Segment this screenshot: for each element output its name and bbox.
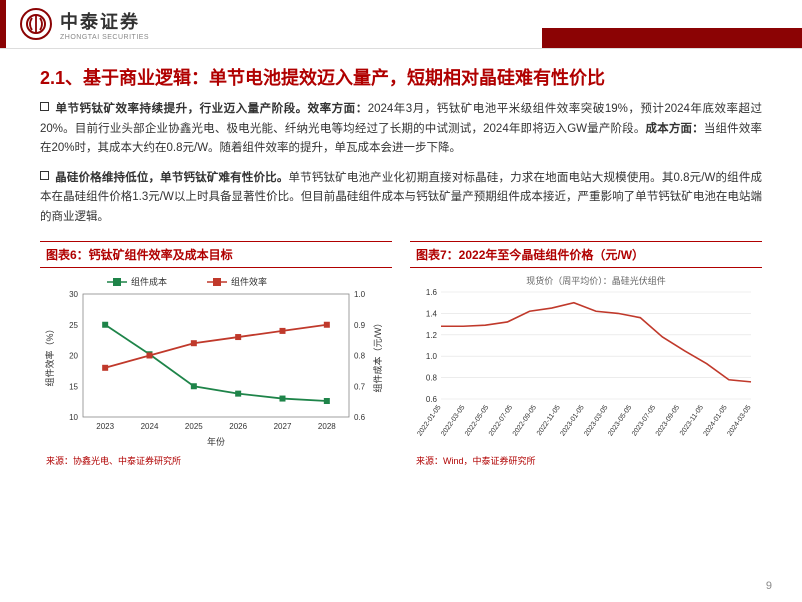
bullet-icon: [40, 171, 49, 180]
p2-lead: 晶硅价格维持低位，单节钙钛矿难有性价比。: [55, 172, 289, 184]
section-title: 2.1、基于商业逻辑：单节电池提效迈入量产，短期相对晶硅难有性价比: [0, 48, 802, 100]
svg-text:10: 10: [69, 413, 78, 422]
svg-text:15: 15: [69, 383, 78, 392]
svg-text:2022-11-05: 2022-11-05: [536, 404, 562, 437]
charts-container: 图表6：钙钛矿组件效率及成本目标 10152025300.60.70.80.91…: [0, 237, 802, 467]
p1-cost-label: 成本方面：: [646, 123, 704, 135]
svg-text:2022-05-05: 2022-05-05: [464, 404, 490, 437]
page-header: 中泰证券 ZHONGTAI SECURITIES: [0, 0, 802, 48]
svg-text:0.9: 0.9: [354, 321, 366, 330]
svg-text:2024-01-05: 2024-01-05: [703, 404, 729, 437]
svg-text:0.7: 0.7: [354, 383, 366, 392]
chart-6-source: 来源：协鑫光电、中泰证券研究所: [40, 452, 392, 467]
paragraph-2: 晶硅价格维持低位，单节钙钛矿难有性价比。单节钙钛矿电池产业化初期直接对标晶硅，力…: [40, 169, 762, 228]
svg-text:1.4: 1.4: [426, 310, 438, 319]
svg-text:1.2: 1.2: [426, 331, 438, 340]
svg-text:2022-09-05: 2022-09-05: [512, 404, 538, 437]
page-number: 9: [766, 580, 772, 592]
chart-6-title: 图表6：钙钛矿组件效率及成本目标: [40, 241, 392, 268]
svg-text:组件效率: 组件效率: [231, 276, 267, 287]
svg-text:现货价（周平均价）：晶硅光伏组件: 现货价（周平均价）：晶硅光伏组件: [526, 275, 666, 286]
bullet-icon: [40, 102, 49, 111]
paragraph-1: 单节钙钛矿效率持续提升，行业迈入量产阶段。效率方面：2024年3月，钙钛矿电池平…: [40, 100, 762, 159]
chart-7-box: 图表7：2022年至今晶硅组件价格（元/W） 现货价（周平均价）：晶硅光伏组件 0…: [410, 241, 762, 467]
svg-text:2024: 2024: [141, 422, 159, 431]
svg-text:2028: 2028: [318, 422, 336, 431]
chart-7-title: 图表7：2022年至今晶硅组件价格（元/W）: [410, 241, 762, 268]
chart-7-canvas: 现货价（周平均价）：晶硅光伏组件 0.6 0.8 1.0 1.2 1.4 1.6 2022-0…: [410, 272, 762, 447]
svg-text:20: 20: [69, 352, 78, 361]
chart-6-canvas: 10152025300.60.70.80.91.0202320242025202…: [40, 272, 392, 447]
svg-text:组件成本（元/W）: 组件成本（元/W）: [372, 319, 383, 393]
svg-text:2027: 2027: [274, 422, 292, 431]
svg-text:2024-03-05: 2024-03-05: [726, 404, 752, 437]
brand-logo: 中泰证券 ZHONGTAI SECURITIES: [20, 8, 149, 41]
svg-text:1.6: 1.6: [426, 288, 438, 297]
svg-text:2022-01-05: 2022-01-05: [416, 404, 442, 437]
header-red-bar: [542, 28, 802, 48]
chart-6-box: 图表6：钙钛矿组件效率及成本目标 10152025300.60.70.80.91…: [40, 241, 392, 467]
svg-text:组件效率（%）: 组件效率（%）: [44, 325, 55, 387]
header-divider: [0, 48, 802, 49]
brand-name-cn: 中泰证券: [60, 8, 149, 34]
svg-text:25: 25: [69, 321, 78, 330]
brand-name-en: ZHONGTAI SECURITIES: [60, 34, 149, 41]
header-accent-bar: [0, 0, 6, 48]
svg-text:0.8: 0.8: [426, 374, 438, 383]
svg-text:2022-03-05: 2022-03-05: [440, 404, 466, 437]
svg-text:1.0: 1.0: [426, 352, 438, 361]
chart-7-source: 来源：Wind，中泰证券研究所: [410, 452, 762, 467]
svg-text:组件成本: 组件成本: [131, 276, 167, 287]
svg-text:2022-07-05: 2022-07-05: [488, 404, 514, 437]
zhongtai-logo-icon: [20, 8, 52, 40]
svg-text:0.6: 0.6: [426, 395, 438, 404]
svg-text:30: 30: [69, 290, 78, 299]
svg-text:2023-03-05: 2023-03-05: [583, 404, 609, 437]
svg-text:2026: 2026: [229, 422, 247, 431]
svg-text:2023-11-05: 2023-11-05: [679, 404, 705, 437]
svg-text:2023-05-05: 2023-05-05: [607, 404, 633, 437]
svg-text:2025: 2025: [185, 422, 203, 431]
svg-text:年份: 年份: [207, 436, 225, 447]
svg-text:0.6: 0.6: [354, 413, 366, 422]
body-content: 单节钙钛矿效率持续提升，行业迈入量产阶段。效率方面：2024年3月，钙钛矿电池平…: [0, 100, 802, 227]
svg-text:2023: 2023: [96, 422, 114, 431]
svg-text:2023-09-05: 2023-09-05: [655, 404, 681, 437]
svg-text:1.0: 1.0: [354, 290, 366, 299]
svg-text:2023-01-05: 2023-01-05: [559, 404, 585, 437]
svg-text:0.8: 0.8: [354, 352, 366, 361]
svg-text:2023-07-05: 2023-07-05: [631, 404, 657, 437]
p1-lead: 单节钙钛矿效率持续提升，行业迈入量产阶段。效率方面：: [55, 103, 368, 115]
